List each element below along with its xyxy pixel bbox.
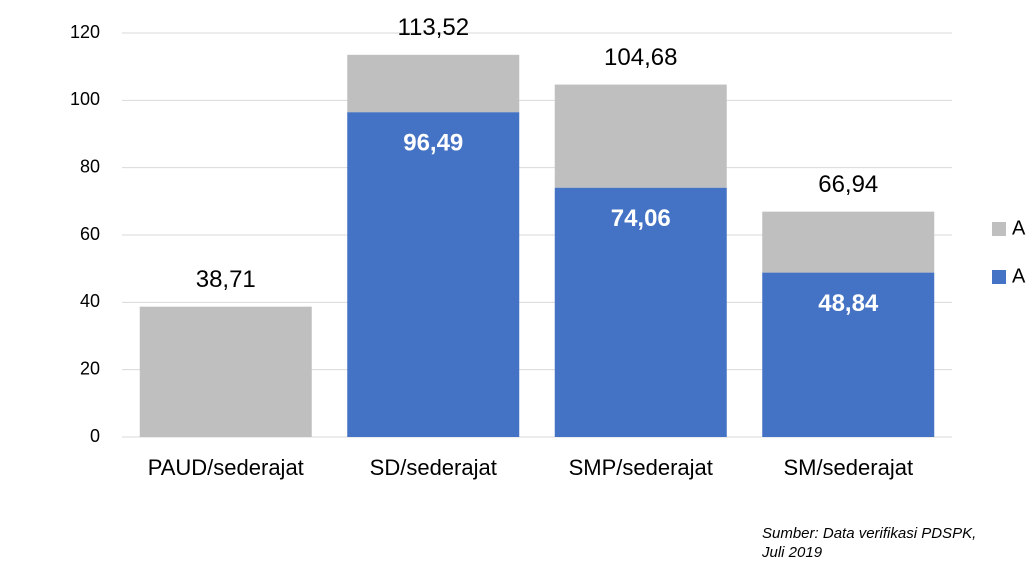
y-tick-label: 20 bbox=[80, 358, 100, 378]
total-label: 104,68 bbox=[604, 44, 677, 71]
legend-swatch bbox=[992, 270, 1006, 284]
x-tick-label: PAUD/sederajat bbox=[148, 455, 304, 480]
value-label: 96,49 bbox=[403, 129, 463, 156]
total-label: 38,71 bbox=[196, 266, 256, 293]
x-tick-label: SD/sederajat bbox=[370, 455, 497, 480]
value-label: 48,84 bbox=[818, 290, 879, 317]
source-line: Sumber: Data verifikasi PDSPK, bbox=[762, 525, 976, 542]
y-tick-label: 40 bbox=[80, 291, 100, 311]
x-tick-label: SMP/sederajat bbox=[569, 455, 713, 480]
bar-segment bbox=[347, 54, 520, 113]
source-line: Juli 2019 bbox=[761, 544, 823, 561]
bar-segment bbox=[762, 272, 935, 437]
x-tick-label: SM/sederajat bbox=[783, 455, 913, 480]
total-label: 66,94 bbox=[818, 171, 878, 198]
legend-swatch bbox=[992, 222, 1006, 236]
value-label: 74,06 bbox=[611, 205, 671, 232]
legend-label: A bbox=[1012, 265, 1026, 287]
bar-segment bbox=[554, 187, 727, 437]
y-tick-label: 100 bbox=[70, 89, 100, 109]
y-tick-label: 0 bbox=[90, 426, 100, 446]
legend-label: A bbox=[1012, 217, 1026, 239]
total-label: 113,52 bbox=[397, 14, 469, 41]
bar-segment bbox=[762, 211, 935, 273]
bar-segment bbox=[554, 84, 727, 188]
y-tick-label: 120 bbox=[70, 22, 100, 42]
y-tick-label: 60 bbox=[80, 224, 100, 244]
bar-segment bbox=[139, 306, 312, 437]
bar-segment bbox=[347, 112, 520, 437]
y-tick-label: 80 bbox=[80, 156, 100, 176]
